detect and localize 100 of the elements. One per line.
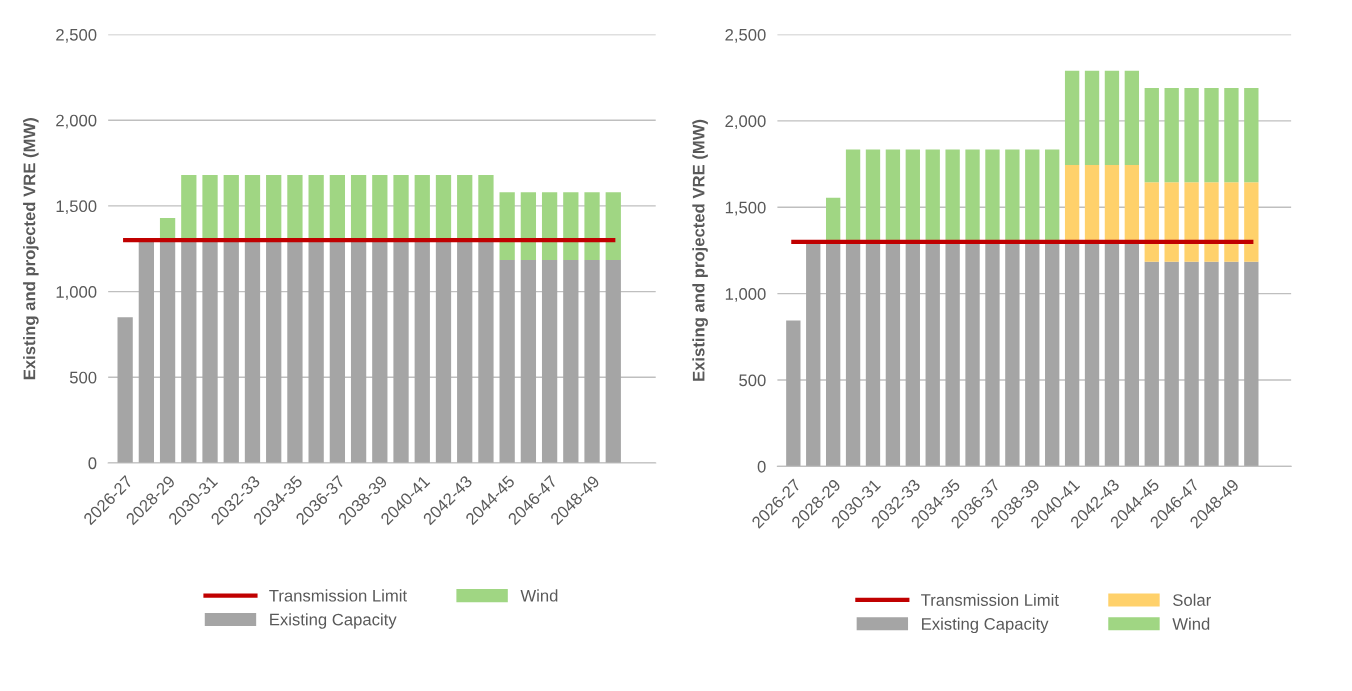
bar — [541, 259, 558, 463]
y-tick-label: 1,000 — [725, 288, 766, 302]
bar — [1184, 88, 1199, 183]
bar — [435, 175, 452, 241]
y-tick-label: 0 — [88, 457, 97, 470]
bar — [287, 175, 303, 241]
bar — [1064, 241, 1080, 467]
bar — [1104, 70, 1120, 165]
bar — [308, 240, 324, 463]
bar — [202, 175, 218, 241]
y-tick-label: 2,000 — [725, 115, 766, 130]
y-tick-label: 500 — [69, 371, 97, 384]
bar — [1124, 70, 1140, 165]
bar — [1164, 88, 1179, 183]
bar — [1064, 70, 1080, 165]
bar — [1144, 182, 1159, 262]
bar — [499, 192, 515, 260]
bar — [1204, 182, 1219, 262]
bar — [985, 241, 1000, 467]
bar — [244, 240, 261, 463]
bar — [786, 320, 801, 467]
y-tick-label: 0 — [757, 460, 766, 473]
bar — [266, 240, 282, 463]
bar — [1104, 164, 1120, 242]
bar — [202, 240, 218, 463]
bar — [181, 175, 197, 241]
bar — [329, 175, 346, 241]
bar — [223, 240, 239, 463]
y-tick-label: 2,500 — [56, 28, 97, 43]
bar — [925, 149, 940, 242]
bar — [520, 192, 537, 260]
bar — [393, 240, 409, 463]
bar — [563, 192, 579, 260]
y-axis-title: Existing and projected VRE (MW) — [692, 119, 708, 381]
y-tick-label: 2,000 — [56, 114, 97, 129]
bar — [885, 241, 901, 467]
bar — [223, 175, 239, 241]
bar — [393, 175, 409, 241]
y-tick-label: 1,500 — [56, 200, 97, 215]
bar — [985, 149, 1000, 242]
bar — [1164, 261, 1179, 467]
bar — [457, 175, 473, 241]
legend-label: Transmission Limit — [269, 589, 407, 602]
y-tick-label: 1,500 — [725, 201, 766, 216]
bar — [605, 192, 621, 260]
bar — [329, 240, 346, 463]
bar — [287, 240, 303, 463]
bar — [138, 240, 154, 463]
bar — [520, 259, 537, 463]
bar — [499, 259, 515, 463]
bar — [865, 241, 881, 467]
bar — [159, 240, 176, 463]
bar — [181, 240, 197, 463]
bar — [1084, 164, 1100, 242]
bar — [905, 149, 920, 242]
bar — [1184, 182, 1199, 262]
legend-label: Existing Capacity — [270, 613, 397, 629]
y-tick-label: 500 — [739, 374, 766, 387]
bar — [925, 241, 940, 467]
bar — [308, 175, 324, 241]
bar — [563, 259, 579, 463]
bar — [414, 240, 430, 463]
bar — [266, 175, 282, 241]
bar — [372, 175, 388, 241]
bar — [806, 241, 821, 467]
bar — [1144, 261, 1159, 467]
bar — [1224, 182, 1239, 262]
bar — [1025, 241, 1040, 467]
bar — [1164, 182, 1179, 262]
bar — [825, 197, 841, 242]
legend-label: Transmission Limit — [921, 593, 1059, 606]
bar — [478, 175, 494, 241]
bar — [414, 175, 430, 241]
bar — [965, 149, 980, 242]
bar — [372, 240, 388, 463]
y-tick-label: 1,000 — [56, 286, 97, 300]
bar — [1144, 88, 1159, 183]
bar — [825, 241, 841, 467]
bar — [435, 240, 452, 463]
bar — [1124, 164, 1140, 242]
bar — [1224, 261, 1239, 467]
y-tick-label: 2,500 — [725, 28, 766, 43]
bar — [1045, 241, 1060, 467]
bar — [1244, 88, 1259, 183]
bar — [350, 240, 367, 463]
bar — [1025, 149, 1040, 242]
bar — [885, 149, 901, 242]
bar — [845, 149, 861, 242]
bar — [965, 241, 980, 467]
y-axis-title: Existing and projected VRE (MW) — [23, 118, 39, 380]
bar — [478, 240, 494, 463]
bar — [1184, 261, 1199, 467]
bar — [945, 149, 960, 242]
bar — [605, 259, 621, 463]
bar — [845, 241, 861, 467]
bar — [457, 240, 473, 463]
legend-label: Existing Capacity — [922, 617, 1049, 634]
bar — [117, 317, 133, 463]
bar — [865, 149, 881, 242]
bar — [1064, 164, 1080, 242]
